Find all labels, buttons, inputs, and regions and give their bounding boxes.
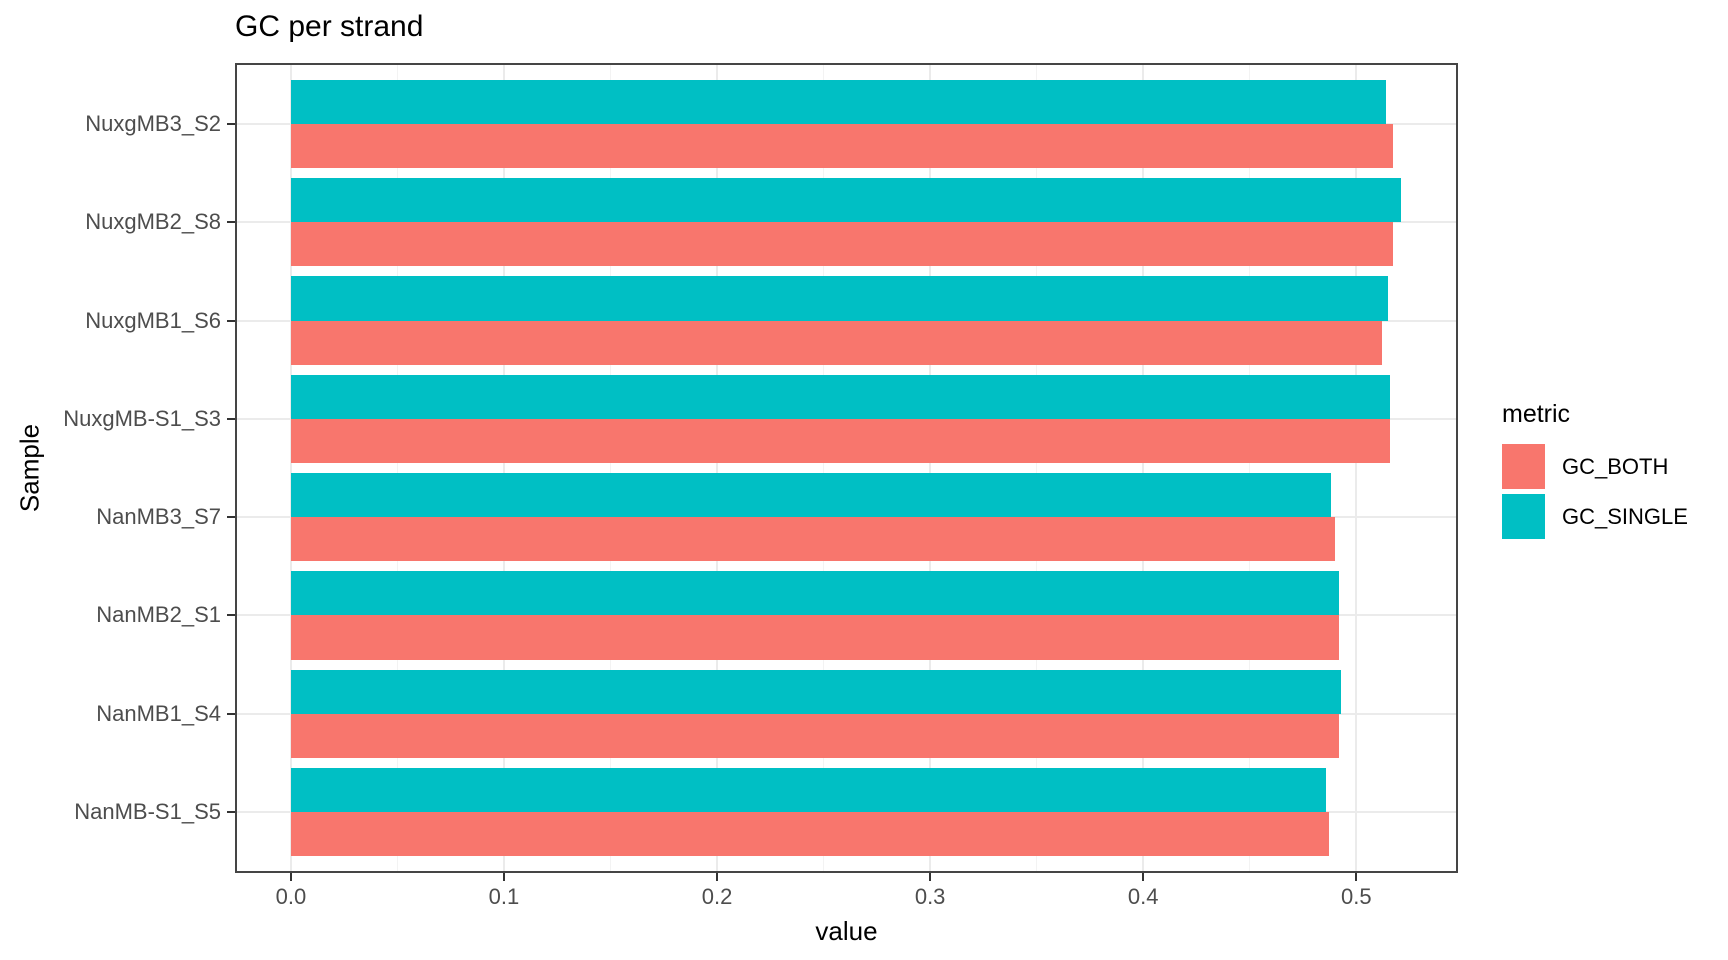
legend-label-GC_BOTH: GC_BOTH (1562, 453, 1669, 479)
y-tick-NuxgMB-S1_S3 (227, 417, 235, 420)
bar-GC_BOTH-NuxgMB2_S8 (290, 222, 1393, 267)
bar-GC_BOTH-NanMB2_S1 (290, 615, 1340, 660)
bar-GC_BOTH-NanMB-S1_S5 (290, 812, 1329, 857)
gridline-minor-x-0.15 (610, 65, 612, 871)
x-tick-0.4 (1142, 873, 1145, 881)
y-tick-NanMB-S1_S5 (227, 811, 235, 814)
bar-GC_BOTH-NuxgMB1_S6 (290, 320, 1382, 365)
x-tick-label-0.1: 0.1 (488, 884, 520, 909)
x-tick-label-0.5: 0.5 (1340, 884, 1372, 909)
gridline-minor-x-0.35 (1036, 65, 1038, 871)
legend: metric GC_BOTH GC_SINGLE (1502, 400, 1688, 544)
y-tick-label-NanMB3_S7: NanMB3_S7 (96, 504, 221, 530)
x-tick-0.3 (929, 873, 932, 881)
bar-GC_BOTH-NanMB1_S4 (290, 713, 1340, 758)
gridline-minor-x-0.45 (1249, 65, 1251, 871)
gridline-major-x-0.1 (502, 65, 505, 871)
y-tick-label-NuxgMB1_S6: NuxgMB1_S6 (85, 307, 221, 333)
legend-items: GC_BOTH GC_SINGLE (1502, 444, 1688, 539)
gridline-major-x-0 (289, 65, 292, 871)
bar-GC_BOTH-NuxgMB-S1_S3 (290, 418, 1391, 464)
x-tick-0.1 (502, 873, 505, 881)
gridline-major-x-0.3 (929, 65, 932, 871)
bar-GC_SINGLE-NuxgMB-S1_S3 (290, 374, 1391, 419)
gridline-major-x-0.5 (1355, 65, 1358, 871)
y-tick-label-NuxgMB-S1_S3: NuxgMB-S1_S3 (63, 405, 221, 431)
y-tick-label-NuxgMB2_S8: NuxgMB2_S8 (85, 209, 221, 235)
y-tick-NuxgMB3_S2 (227, 122, 235, 125)
gridline-minor-x-0.25 (823, 65, 825, 871)
bar-GC_SINGLE-NanMB2_S1 (290, 571, 1340, 616)
y-tick-label-NanMB2_S1: NanMB2_S1 (96, 602, 221, 628)
legend-title: metric (1502, 400, 1571, 428)
bar-GC_SINGLE-NuxgMB2_S8 (290, 178, 1402, 223)
x-axis-title: value (815, 916, 878, 946)
y-tick-NanMB1_S4 (227, 712, 235, 715)
x-tick-label-0.0: 0.0 (275, 884, 307, 909)
x-tick-label-0.2: 0.2 (701, 884, 733, 909)
bar-GC_SINGLE-NuxgMB3_S2 (290, 79, 1387, 124)
legend-item-GC_SINGLE: GC_SINGLE (1502, 494, 1688, 539)
legend-key-GC_BOTH (1502, 444, 1545, 489)
bar-GC_SINGLE-NanMB-S1_S5 (290, 767, 1327, 812)
legend-label-GC_SINGLE: GC_SINGLE (1562, 503, 1688, 529)
bar-GC_SINGLE-NanMB3_S7 (290, 472, 1331, 518)
y-tick-NanMB3_S7 (227, 516, 235, 519)
bar-GC_BOTH-NuxgMB3_S2 (290, 123, 1393, 169)
y-tick-NanMB2_S1 (227, 614, 235, 617)
y-tick-NuxgMB2_S8 (227, 221, 235, 224)
y-tick-label-NuxgMB3_S2: NuxgMB3_S2 (85, 110, 221, 136)
x-tick-0.0 (289, 873, 292, 881)
x-tick-label-0.3: 0.3 (914, 884, 946, 909)
bar-GC_BOTH-NanMB3_S7 (290, 517, 1335, 562)
gridline-major-x-0.2 (716, 65, 719, 871)
y-tick-NuxgMB1_S6 (227, 319, 235, 322)
x-tick-0.2 (716, 873, 719, 881)
gridline-major-x-0.4 (1142, 65, 1145, 871)
y-tick-label-NanMB1_S4: NanMB1_S4 (96, 700, 221, 726)
bar-GC_SINGLE-NanMB1_S4 (290, 669, 1342, 714)
y-axis-title: Sample (14, 423, 45, 513)
plot-panel (235, 63, 1458, 873)
y-tick-label-NanMB-S1_S5: NanMB-S1_S5 (74, 799, 221, 825)
bar-GC_SINGLE-NuxgMB1_S6 (290, 276, 1389, 321)
x-tick-label-0.4: 0.4 (1127, 884, 1159, 909)
legend-key-GC_SINGLE (1502, 494, 1545, 539)
x-tick-0.5 (1355, 873, 1358, 881)
legend-item-GC_BOTH: GC_BOTH (1502, 444, 1688, 489)
chart-title: GC per strand (235, 10, 424, 43)
gridline-minor-x-0.05 (396, 65, 398, 871)
